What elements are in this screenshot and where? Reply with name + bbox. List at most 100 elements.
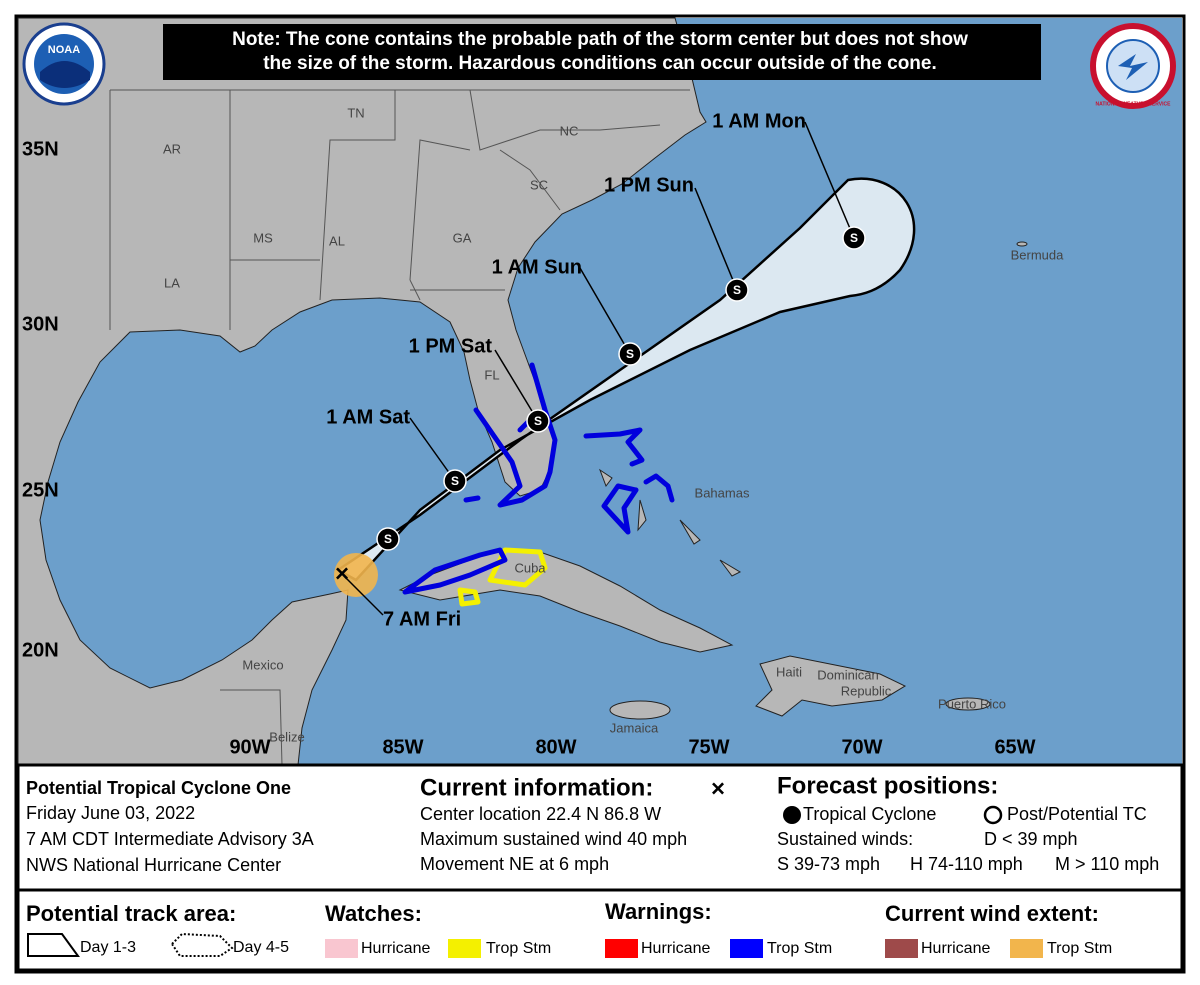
point-symbol: S [451, 474, 459, 488]
point-marker [443, 469, 467, 493]
storm-wind: S 39-73 mph [777, 854, 880, 874]
tropical-storm-watch [457, 587, 481, 607]
logo-bolt [1118, 54, 1148, 80]
tropical-cyclone-symbol [783, 806, 801, 824]
day45-swatch [170, 932, 234, 957]
logo-wave [40, 61, 90, 88]
note-text: the size of the storm. Hazardous conditi… [263, 53, 937, 74]
point-marker [526, 409, 550, 433]
major-wind: M > 110 mph [1055, 854, 1159, 874]
place-label: Mexico [242, 657, 283, 672]
place-label: AR [163, 141, 181, 156]
leader-line [579, 267, 631, 355]
legend-panel [16, 888, 1184, 972]
place-label: Dominican [817, 667, 878, 682]
north-america [17, 17, 707, 766]
trop-watch-label: Trop Stm [486, 940, 551, 957]
tropical-storm-warnings [402, 362, 675, 595]
latitude-label: 30N [22, 313, 59, 335]
forecast-point: S 1 AM Sat [326, 406, 467, 493]
latitude-label: 25N [22, 479, 59, 501]
jamaica [609, 700, 671, 720]
place-label: LA [164, 275, 180, 290]
place-label: Haiti [776, 664, 802, 679]
place-label: GA [453, 230, 472, 245]
point-label: 1 PM Sun [604, 174, 694, 196]
current-position-label: 7 AM Fri [383, 608, 461, 630]
point-label: 1 AM Sat [326, 406, 410, 428]
hispaniola [755, 655, 907, 717]
forecast-heading: Forecast positions: [777, 772, 998, 799]
hurricane-wind-label: Hurricane [921, 940, 990, 957]
forecast-point: S 1 PM Sat [409, 335, 550, 433]
place-label: Jamaica [610, 720, 659, 735]
noaa-logo: NOAA [22, 22, 106, 106]
place-label: Cuba [514, 560, 546, 575]
advisory-number: 7 AM CDT Intermediate Advisory 3A [26, 829, 314, 849]
trop-warning-swatch [730, 939, 763, 958]
point-symbol: S [850, 231, 858, 245]
trop-wind-label: Trop Stm [1047, 940, 1112, 957]
point-label: 1 PM Sat [409, 335, 493, 357]
state-borders [109, 89, 690, 766]
leader-line [804, 121, 855, 239]
leader-line [343, 575, 384, 616]
puerto-rico [945, 697, 991, 711]
hurricane-wind-swatch [885, 939, 918, 958]
longitude-label: 85W [382, 736, 423, 758]
forecast-point: S 1 AM Sun [492, 256, 642, 366]
track-heading: Potential track area: [26, 901, 236, 926]
point-symbol: S [733, 283, 741, 297]
wind-heading: Current wind extent: [885, 901, 1099, 926]
trop-wind-swatch [1010, 939, 1043, 958]
day45-label: Day 4-5 [233, 939, 289, 956]
forecast-point: S 1 AM Mon [712, 110, 866, 250]
current-marker: × [711, 775, 725, 802]
map: × 7 AM Fri S S 1 AM Sat S 1 PM Sat S 1 AM S… [17, 17, 1182, 766]
day13-label: Day 1-3 [80, 939, 136, 956]
hurricane-warning-label: Hurricane [641, 940, 710, 957]
note-text: Note: The cone contains the probable pat… [232, 29, 968, 50]
place-label: TN [347, 105, 364, 120]
place-label: Belize [269, 729, 304, 744]
hurricane-watch-label: Hurricane [361, 940, 430, 957]
hurricane-wind: H 74-110 mph [910, 854, 1023, 874]
place-label: Republic [841, 683, 892, 698]
place-label: SC [530, 177, 548, 192]
movement: Movement NE at 6 mph [420, 854, 609, 874]
max-wind: Maximum sustained wind 40 mph [420, 829, 687, 849]
longitude-label: 80W [535, 736, 576, 758]
nws-logo: NATIONAL WEATHER SERVICE [1090, 23, 1176, 109]
leader-line [409, 417, 456, 482]
forecast-point: S 1 PM Sun [604, 174, 749, 302]
place-label: Puerto Rico [938, 696, 1006, 711]
watches-heading: Watches: [325, 901, 422, 926]
depression-wind: D < 39 mph [984, 829, 1078, 849]
sustained-winds: Sustained winds: [777, 829, 913, 849]
point-marker [376, 527, 400, 551]
point-marker [618, 342, 642, 366]
place-label: Bermuda [1011, 247, 1065, 262]
point-symbol: S [384, 532, 392, 546]
longitude-label: 70W [841, 736, 882, 758]
tropical-cyclone-label: Tropical Cyclone [803, 804, 936, 824]
info-panel [16, 763, 1184, 892]
point-label: 1 AM Sun [492, 256, 582, 278]
longitude-label: 75W [688, 736, 729, 758]
hurricane-warning-swatch [605, 939, 638, 958]
point-symbol: S [626, 347, 634, 361]
leader-line [494, 349, 539, 422]
issuing-office: NWS National Hurricane Center [26, 855, 281, 875]
leader-line [694, 187, 738, 291]
longitude-label: 90W [229, 736, 270, 758]
place-label: MS [253, 230, 273, 245]
longitude-label: 65W [994, 736, 1035, 758]
note-box [163, 24, 1041, 80]
trop-watch-swatch [448, 939, 481, 958]
place-label: NC [560, 123, 579, 138]
trop-warning-label: Trop Stm [767, 940, 832, 957]
current-position-marker: × [335, 560, 349, 587]
bermuda [1016, 241, 1028, 247]
latitude-label: 35N [22, 138, 59, 160]
